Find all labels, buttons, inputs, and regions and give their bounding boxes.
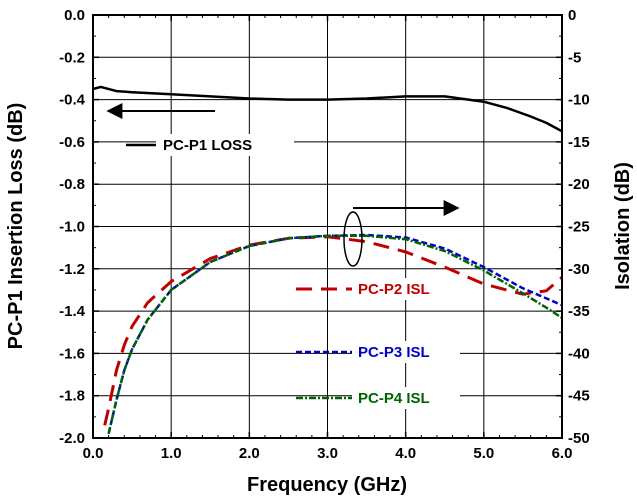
y-left-tick-label: -0.8 (59, 176, 85, 193)
y-right-tick-label: 0 (568, 7, 576, 24)
x-tick-label: 3.0 (317, 445, 338, 462)
y-right-tick-label: -15 (568, 134, 590, 151)
y-left-tick-label: -1.4 (59, 303, 86, 320)
y-right-tick-label: -10 (568, 92, 590, 109)
y-right-tick-label: -30 (568, 261, 590, 278)
y-left-axis-title: PC-P1 Insertion Loss (dB) (5, 103, 27, 350)
legend-label-3: PC-P3 ISL (358, 344, 430, 361)
y-left-tick-label: -1.8 (59, 388, 85, 405)
y-right-tick-label: -25 (568, 219, 590, 236)
y-left-tick-label: -0.6 (59, 134, 85, 151)
series-line-3 (107, 233, 563, 435)
x-tick-label: 4.0 (395, 445, 416, 462)
y-right-tick-label: -50 (568, 430, 590, 447)
x-axis-title: Frequency (GHz) (247, 474, 407, 496)
x-tick-label: 0.0 (83, 445, 104, 462)
ticks: 0.0 1.0 2.0 3.0 4.0 5.0 6.0 0.0 0 -0.2 -5 -0.4 -10 -0… (59, 7, 590, 462)
legend-background (352, 387, 460, 409)
legend-background (352, 278, 460, 300)
series-layer (92, 85, 563, 435)
y-left-tick-label: 0.0 (64, 7, 85, 24)
y-right-tick-label: -35 (568, 303, 590, 320)
y-right-tick-label: -40 (568, 345, 590, 362)
y-left-tick-label: -1.2 (59, 261, 85, 278)
legend-label-4: PC-P4 ISL (358, 390, 430, 407)
x-tick-label: 5.0 (473, 445, 494, 462)
series-line-2 (103, 235, 563, 426)
y-right-tick-label: -20 (568, 176, 590, 193)
legend-layer: PC-P1 LOSS PC-P2 ISL PC-P3 ISL PC-P4 ISL (126, 134, 460, 409)
y-right-axis-title: Isolation (dB) (612, 162, 634, 290)
x-tick-label: 6.0 (552, 445, 573, 462)
y-left-tick-label: -0.2 (59, 49, 85, 66)
grid (93, 15, 562, 438)
legend-background (352, 341, 460, 363)
x-tick-label: 1.0 (161, 445, 182, 462)
y-left-tick-label: -1.0 (59, 219, 85, 236)
y-right-tick-label: -5 (568, 49, 581, 66)
series-line-1 (92, 85, 563, 133)
x-tick-label: 2.0 (239, 445, 260, 462)
y-right-tick-label: -45 (568, 388, 590, 405)
curve-group-loop (343, 211, 363, 267)
y-left-tick-label: -1.6 (59, 345, 85, 362)
legend-label-1: PC-P1 LOSS (163, 137, 252, 154)
legend-background (156, 134, 294, 156)
y-left-tick-label: -2.0 (59, 430, 85, 447)
legend-label-2: PC-P2 ISL (358, 281, 430, 298)
series-line-4 (107, 234, 563, 435)
y-left-tick-label: -0.4 (59, 92, 86, 109)
annotation-layer (106, 103, 460, 267)
